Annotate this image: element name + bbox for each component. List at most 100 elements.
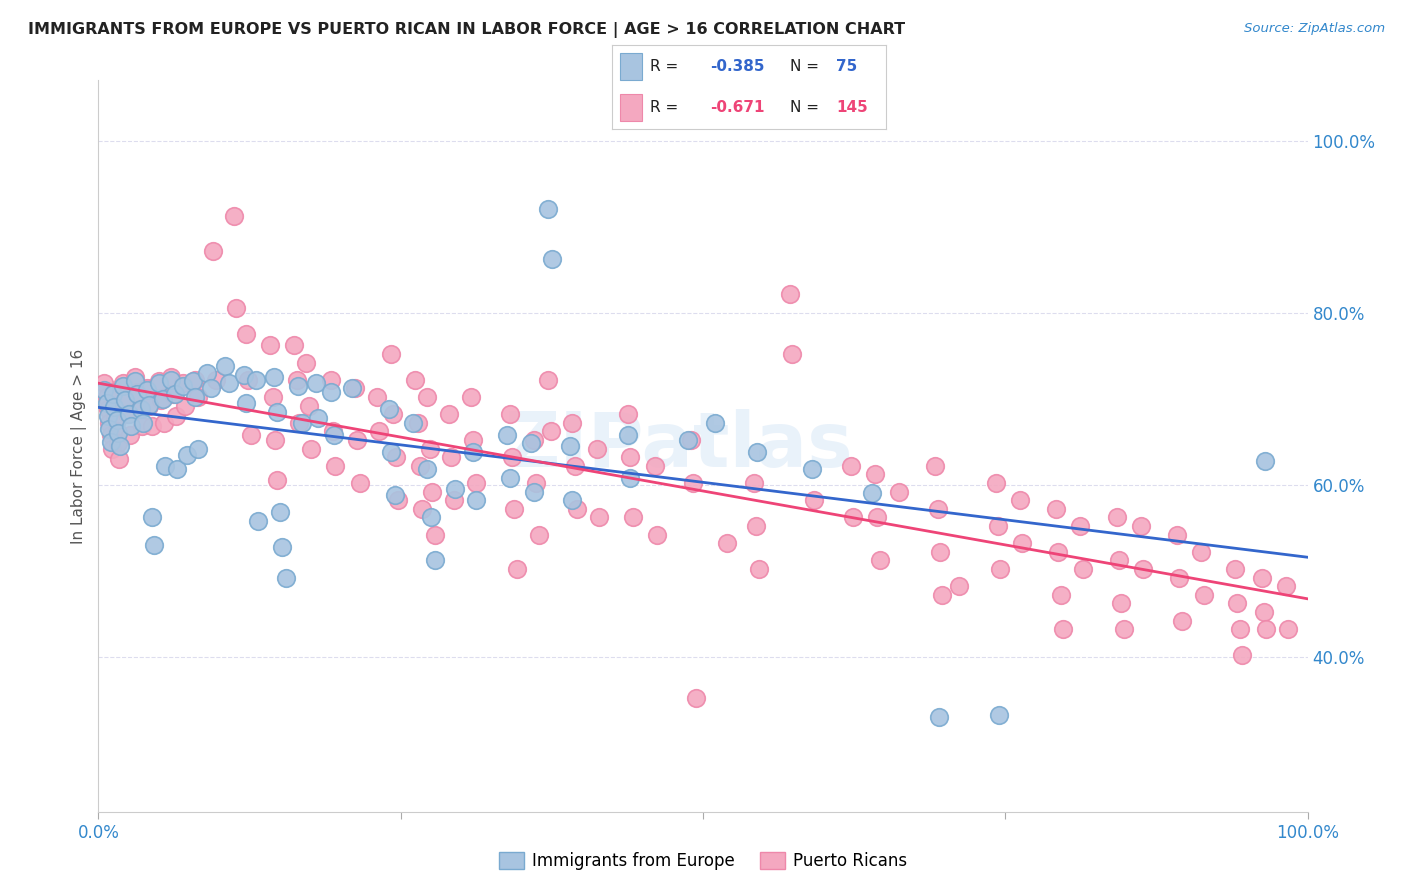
Point (200, 381, 222, 395)
Point (621, 510, 644, 524)
Point (101, 384, 124, 399)
Point (803, 493, 825, 508)
Point (160, 373, 183, 387)
Point (419, 442, 441, 456)
Point (111, 376, 134, 391)
Point (444, 482, 467, 496)
Point (1275, 579, 1298, 593)
Point (114, 393, 136, 408)
Point (948, 579, 970, 593)
Point (842, 510, 865, 524)
Point (322, 425, 344, 439)
Point (1226, 597, 1249, 611)
Point (537, 373, 560, 387)
Point (561, 493, 583, 508)
Point (368, 425, 391, 439)
Text: 75: 75 (837, 59, 858, 74)
Point (165, 409, 187, 423)
Point (619, 471, 641, 485)
Point (1232, 648, 1254, 662)
Point (1277, 622, 1299, 636)
Point (150, 393, 173, 408)
Point (343, 381, 366, 395)
Point (860, 486, 883, 500)
Point (225, 301, 247, 316)
Point (127, 384, 149, 399)
Point (100, 427, 122, 442)
Point (283, 338, 305, 352)
Text: 145: 145 (837, 100, 868, 115)
Point (464, 475, 486, 490)
Point (420, 510, 443, 524)
Point (184, 390, 207, 404)
Point (987, 519, 1010, 533)
Point (264, 433, 287, 447)
Point (416, 390, 439, 404)
Point (97, 409, 120, 423)
Point (402, 416, 425, 430)
Point (238, 373, 260, 387)
Point (716, 536, 738, 550)
Point (420, 484, 443, 499)
Point (305, 376, 328, 391)
Point (645, 527, 668, 541)
Point (346, 433, 368, 447)
Point (496, 427, 519, 442)
Point (747, 445, 769, 459)
Point (232, 368, 254, 382)
Point (285, 373, 308, 387)
Point (93, 383, 115, 397)
Point (1011, 536, 1033, 550)
Point (387, 493, 409, 508)
Point (166, 462, 188, 476)
Text: R =: R = (650, 100, 683, 115)
Point (141, 510, 163, 524)
Point (287, 378, 309, 392)
Point (266, 474, 288, 488)
Point (148, 375, 170, 389)
Point (931, 588, 953, 602)
Point (1052, 622, 1074, 636)
Point (262, 390, 284, 404)
Text: N =: N = (790, 59, 824, 74)
Point (423, 553, 446, 567)
Point (108, 439, 131, 453)
Point (498, 471, 520, 485)
Point (308, 410, 330, 425)
Point (782, 347, 804, 361)
Point (1105, 510, 1128, 524)
Legend: Immigrants from Europe, Puerto Ricans: Immigrants from Europe, Puerto Ricans (492, 845, 914, 877)
Point (127, 387, 149, 401)
Text: -0.671: -0.671 (710, 100, 765, 115)
Point (1256, 622, 1278, 636)
Point (111, 378, 134, 392)
Point (1166, 527, 1188, 541)
Point (380, 445, 402, 459)
Point (685, 691, 707, 706)
Point (1132, 562, 1154, 576)
Point (103, 399, 125, 413)
Point (98, 422, 121, 436)
Point (928, 710, 950, 724)
Point (800, 462, 823, 476)
Point (443, 493, 465, 508)
Point (235, 396, 257, 410)
Point (349, 475, 371, 490)
Point (120, 419, 142, 434)
Point (143, 538, 166, 552)
Point (887, 484, 910, 499)
Point (342, 381, 364, 395)
Point (135, 383, 157, 397)
Point (152, 416, 174, 430)
Point (704, 416, 727, 430)
Point (202, 244, 225, 258)
Point (617, 427, 640, 442)
Point (274, 571, 297, 585)
Point (927, 501, 949, 516)
Point (619, 450, 641, 465)
Point (1223, 562, 1246, 576)
Point (460, 390, 482, 404)
Point (152, 392, 174, 406)
Point (323, 427, 346, 442)
Point (384, 488, 406, 502)
